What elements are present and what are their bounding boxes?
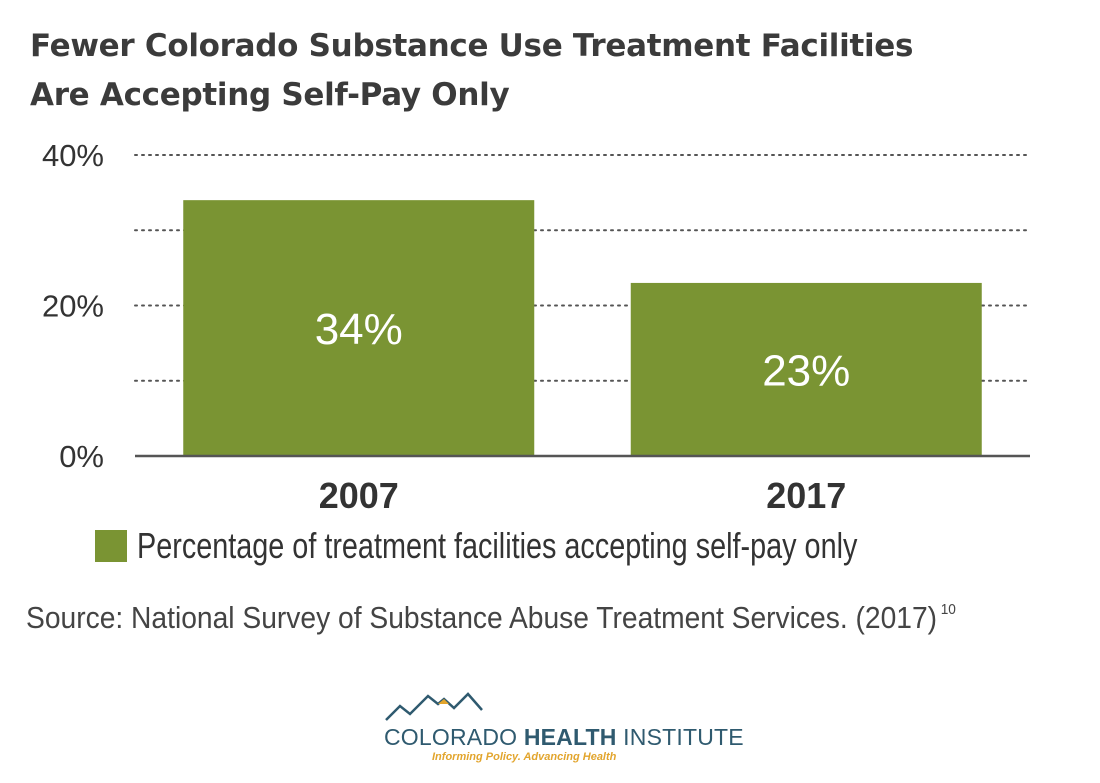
- bar: [630, 282, 982, 456]
- logo: COLORADO HEALTH INSTITUTE Informing Poli…: [382, 690, 744, 765]
- chart-title-line-1: Fewer Colorado Substance Use Treatment F…: [30, 28, 914, 64]
- bar-data-label: 34%: [315, 305, 403, 354]
- source-text: Source: National Survey of Substance Abu…: [26, 600, 938, 635]
- bar-chart: 0% 20% 40% 34% 2007 23% 2017: [42, 138, 1031, 516]
- legend-label: Percentage of treatment facilities accep…: [137, 525, 858, 566]
- y-tick-label: 0%: [59, 439, 104, 474]
- legend-swatch: [95, 530, 127, 562]
- source-ref: 10: [940, 601, 956, 618]
- logo-name-part-2: INSTITUTE: [616, 724, 744, 750]
- x-tick-label: 2017: [766, 475, 846, 516]
- y-tick-label: 20%: [42, 289, 104, 324]
- legend: Percentage of treatment facilities accep…: [95, 524, 1037, 568]
- x-tick-label: 2007: [319, 475, 399, 516]
- logo-name-bold: HEALTH: [523, 724, 617, 750]
- chart-title-line-2: Are Accepting Self-Pay Only: [30, 77, 510, 113]
- logo-name-part-1: COLORADO: [384, 724, 524, 750]
- chart-title: Fewer Colorado Substance Use Treatment F…: [30, 22, 1080, 120]
- logo-tagline: Informing Policy. Advancing Health: [432, 751, 617, 763]
- bar-data-label: 23%: [762, 346, 850, 395]
- source-note: Source: National Survey of Substance Abu…: [26, 600, 956, 636]
- logo-name: COLORADO HEALTH INSTITUTE: [384, 724, 744, 751]
- bar: [183, 200, 535, 456]
- mountain-logo-icon: [385, 692, 483, 721]
- y-tick-label: 40%: [42, 138, 104, 173]
